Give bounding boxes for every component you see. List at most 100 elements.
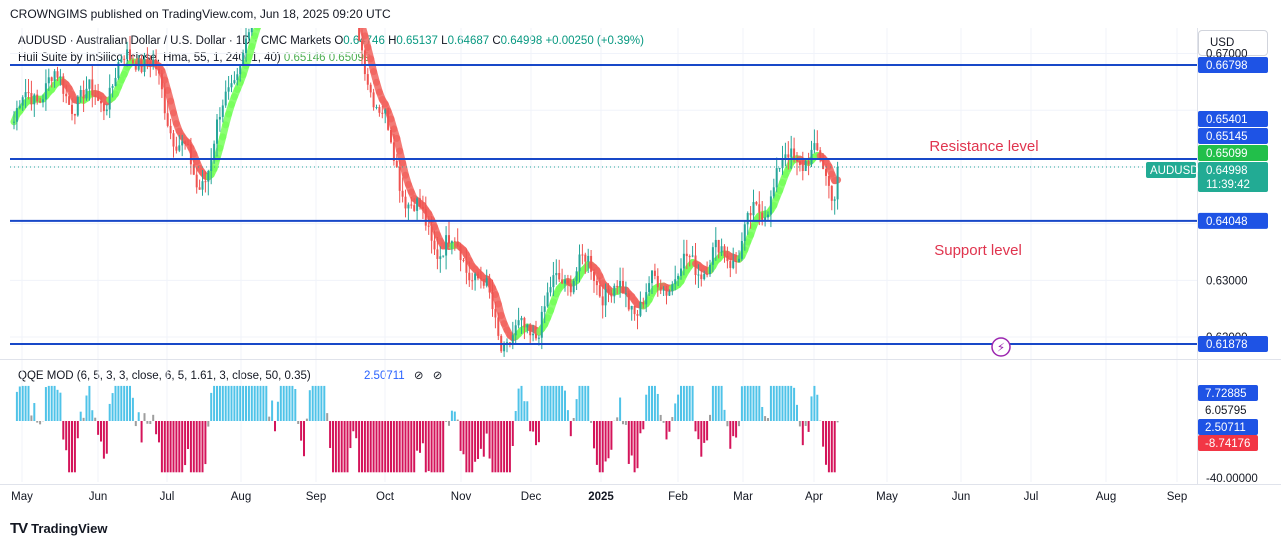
qqe-bar xyxy=(346,421,349,473)
candle-body xyxy=(82,89,85,99)
qqe-bar xyxy=(540,385,543,421)
qqe-bar xyxy=(239,385,242,421)
candle-body xyxy=(717,239,720,253)
qqe-bar xyxy=(288,385,291,421)
qqe-bar xyxy=(450,410,453,421)
candle-body xyxy=(160,73,163,90)
candle-body xyxy=(338,0,340,16)
qqe-bar xyxy=(192,421,195,473)
candle-body xyxy=(590,255,593,272)
time-axis-label: Aug xyxy=(1096,491,1116,503)
qqe-bar xyxy=(604,421,607,462)
countdown-timer: 11:39:42 xyxy=(1206,179,1250,191)
qqe-bar xyxy=(207,421,210,427)
tradingview-brand[interactable]: TV TradingView xyxy=(10,520,108,537)
qqe-bar xyxy=(317,385,320,421)
qqe-bar xyxy=(430,421,433,473)
candle-body xyxy=(613,285,616,297)
candle-body xyxy=(584,254,587,262)
candle-body xyxy=(726,255,729,262)
candle-body xyxy=(274,4,276,15)
candle-body xyxy=(430,226,433,241)
qqe-bar xyxy=(123,385,126,421)
qqe-bar xyxy=(259,385,262,421)
qqe-bar xyxy=(767,418,769,421)
hull-segment xyxy=(345,2,348,7)
candle-body xyxy=(369,84,372,93)
qqe-bar xyxy=(21,385,24,421)
candle-body xyxy=(18,105,21,109)
hull-segment xyxy=(359,28,365,29)
hull-segment xyxy=(353,11,356,13)
candle-body xyxy=(656,275,659,288)
qqe-bar xyxy=(714,385,717,421)
currency-selector[interactable]: USD xyxy=(1198,30,1268,56)
candle-body xyxy=(755,202,758,205)
qqe-bar xyxy=(305,418,308,421)
candle-body xyxy=(781,158,784,169)
candle-body xyxy=(459,245,462,260)
candle-body xyxy=(445,235,448,256)
qqe-bar xyxy=(508,421,511,473)
candle-body xyxy=(610,293,613,297)
qqe-bar xyxy=(743,385,746,421)
qqe-bar xyxy=(694,421,697,432)
qqe-bar xyxy=(297,421,300,424)
price-tag-box xyxy=(1198,111,1268,127)
qqe-bar xyxy=(662,421,665,423)
qqe-bar xyxy=(71,421,73,473)
qqe-bar xyxy=(732,421,735,437)
candle-body xyxy=(56,71,59,78)
qqe-bar xyxy=(503,421,506,473)
qqe-bar xyxy=(433,421,436,473)
qqe-bar xyxy=(624,421,627,425)
qqe-bar xyxy=(703,421,706,443)
price-tag-value: 0.65099 xyxy=(1206,148,1248,160)
qqe-bar xyxy=(166,421,169,473)
qqe-bar xyxy=(665,421,668,440)
qqe-bar xyxy=(216,385,218,421)
candle-body xyxy=(581,254,584,256)
hull-title[interactable]: Hull Suite by InSilico (close, Hma, 55, … xyxy=(18,52,281,64)
candle-body xyxy=(752,202,755,216)
candle-body xyxy=(27,92,30,94)
qqe-bar xyxy=(276,401,279,421)
candle-body xyxy=(181,141,184,146)
candle-body xyxy=(685,253,688,257)
qqe-bar xyxy=(262,385,265,421)
qqe-bar xyxy=(242,385,245,421)
qqe-bar xyxy=(24,385,27,421)
candle-body xyxy=(833,199,836,201)
qqe-bar xyxy=(100,421,102,442)
candle-body xyxy=(677,275,680,280)
qqe-bar xyxy=(746,385,749,421)
candle-body xyxy=(427,225,430,227)
candle-body xyxy=(44,83,47,100)
eye-off-icon[interactable]: ⊘ xyxy=(432,370,443,382)
time-axis-label: Aug xyxy=(231,491,251,503)
qqe-title[interactable]: QQE MOD (6, 5, 3, 3, close, 6, 5, 1.61, … xyxy=(18,370,311,382)
candle-body xyxy=(134,63,137,70)
price-tag-value: 0.66798 xyxy=(1206,60,1248,72)
candle-body xyxy=(344,17,346,19)
candle-body xyxy=(659,287,662,291)
candle-body xyxy=(619,280,622,288)
qqe-bar xyxy=(477,421,479,459)
eye-off-icon[interactable]: ⊘ xyxy=(413,370,424,382)
candle-body xyxy=(218,116,221,120)
qqe-bar xyxy=(787,385,790,421)
time-axis-label: May xyxy=(876,491,898,503)
candle-body xyxy=(73,113,76,116)
candle-body xyxy=(827,175,830,186)
qqe-bar xyxy=(378,421,381,473)
qqe-bar xyxy=(47,385,50,421)
candle-body xyxy=(601,296,604,306)
hull-segment xyxy=(348,8,351,10)
candle-body xyxy=(442,255,445,257)
candle-body xyxy=(764,217,767,220)
qqe-bar xyxy=(326,413,329,421)
candle-body xyxy=(691,255,694,257)
qqe-bar xyxy=(102,421,105,459)
candle-body xyxy=(816,143,819,151)
